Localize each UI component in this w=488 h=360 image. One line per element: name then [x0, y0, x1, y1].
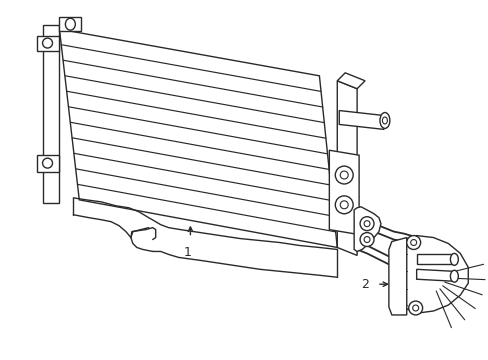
Polygon shape [42, 25, 60, 203]
Text: 2: 2 [361, 278, 368, 291]
Polygon shape [388, 238, 406, 315]
Circle shape [364, 237, 369, 243]
Text: 1: 1 [183, 247, 191, 260]
Circle shape [359, 233, 373, 247]
Circle shape [408, 301, 422, 315]
Polygon shape [416, 255, 452, 264]
Circle shape [42, 158, 52, 168]
Polygon shape [416, 269, 452, 281]
Polygon shape [60, 29, 337, 247]
Circle shape [364, 221, 369, 227]
Polygon shape [337, 81, 356, 255]
Ellipse shape [449, 253, 457, 265]
Ellipse shape [65, 18, 75, 30]
Polygon shape [339, 111, 383, 129]
Circle shape [410, 239, 416, 246]
Circle shape [42, 38, 52, 48]
Circle shape [340, 171, 347, 179]
Polygon shape [337, 73, 365, 89]
Circle shape [412, 305, 418, 311]
Circle shape [406, 235, 420, 249]
Ellipse shape [379, 113, 389, 129]
Polygon shape [353, 207, 380, 251]
Circle shape [359, 217, 373, 231]
Circle shape [335, 166, 352, 184]
Polygon shape [37, 36, 60, 51]
Polygon shape [392, 235, 468, 313]
Polygon shape [328, 150, 358, 235]
Circle shape [335, 196, 352, 214]
Polygon shape [37, 155, 60, 172]
Ellipse shape [382, 117, 386, 124]
Ellipse shape [449, 270, 457, 282]
Polygon shape [60, 17, 81, 31]
Circle shape [340, 201, 347, 209]
